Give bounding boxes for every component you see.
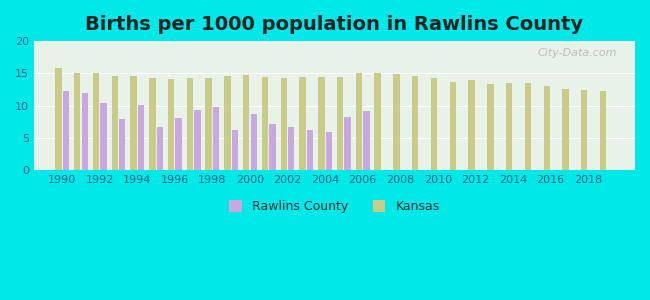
Bar: [213, 107, 219, 170]
Bar: [469, 80, 474, 170]
Bar: [525, 83, 531, 170]
Bar: [138, 105, 144, 170]
Bar: [450, 82, 456, 170]
Bar: [157, 127, 163, 170]
Bar: [250, 114, 257, 170]
Bar: [288, 127, 294, 170]
Bar: [393, 74, 400, 170]
Bar: [187, 78, 193, 170]
Bar: [176, 118, 182, 170]
Bar: [363, 111, 370, 170]
Bar: [149, 78, 155, 170]
Bar: [100, 103, 107, 170]
Bar: [131, 76, 136, 170]
Bar: [562, 89, 569, 170]
Bar: [326, 132, 332, 170]
Bar: [374, 74, 381, 170]
Bar: [281, 78, 287, 170]
Bar: [224, 76, 231, 170]
Bar: [168, 79, 174, 170]
Bar: [318, 76, 324, 170]
Bar: [269, 124, 276, 170]
Bar: [300, 77, 306, 170]
Bar: [62, 91, 69, 170]
Bar: [112, 76, 118, 170]
Bar: [488, 84, 493, 170]
Bar: [543, 86, 550, 170]
Bar: [243, 75, 250, 170]
Legend: Rawlins County, Kansas: Rawlins County, Kansas: [224, 195, 445, 218]
Bar: [337, 76, 343, 170]
Bar: [262, 77, 268, 170]
Bar: [344, 117, 351, 170]
Title: Births per 1000 population in Rawlins County: Births per 1000 population in Rawlins Co…: [85, 15, 584, 34]
Bar: [232, 130, 238, 170]
Bar: [412, 76, 419, 170]
Bar: [581, 90, 588, 170]
Bar: [356, 74, 362, 170]
Bar: [55, 68, 62, 170]
Bar: [194, 110, 201, 170]
Bar: [506, 83, 512, 170]
Bar: [431, 78, 437, 170]
Bar: [93, 74, 99, 170]
Bar: [119, 118, 125, 170]
Bar: [205, 78, 212, 170]
Bar: [81, 93, 88, 170]
Text: City-Data.com: City-Data.com: [538, 48, 617, 58]
Bar: [600, 92, 606, 170]
Bar: [74, 74, 81, 170]
Bar: [307, 130, 313, 170]
